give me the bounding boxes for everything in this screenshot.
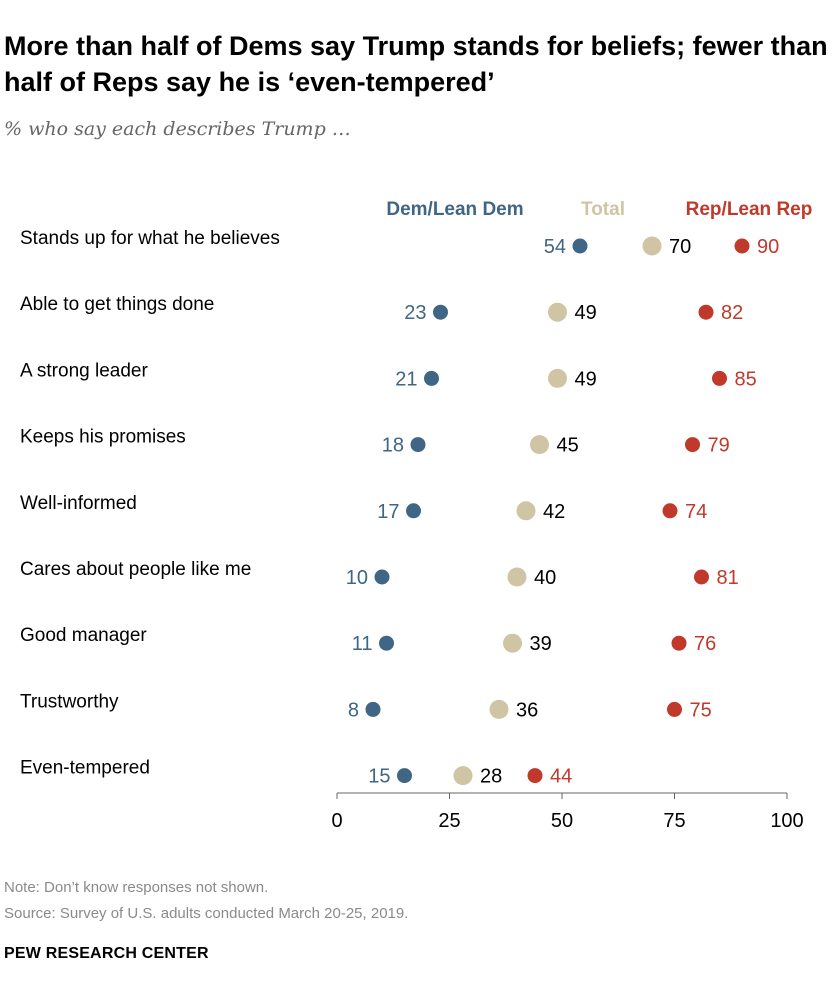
dot-total <box>516 501 536 521</box>
source-text: Source: Survey of U.S. adults conducted … <box>4 905 409 922</box>
category-label: Good manager <box>20 625 147 646</box>
chart-row: Keeps his promises 18 45 79 <box>20 427 730 457</box>
data-label-rep: 79 <box>708 435 730 457</box>
data-label-dem: 11 <box>352 633 373 655</box>
category-label: Able to get things done <box>20 294 214 315</box>
x-tick-label: 50 <box>551 810 573 832</box>
category-label: A strong leader <box>20 360 148 381</box>
x-tick-label: 0 <box>331 810 342 832</box>
legend-total: Total <box>581 199 625 220</box>
category-label: Cares about people like me <box>20 559 251 580</box>
dot-total <box>489 699 509 719</box>
dot-total <box>530 435 549 455</box>
dot-rep <box>662 503 678 519</box>
dot-dem <box>379 635 394 651</box>
dot-dem <box>406 503 421 519</box>
dot-rep <box>712 370 727 386</box>
brand-logo-text: PEW RESEARCH CENTER <box>4 945 209 962</box>
data-label-rep: 81 <box>717 567 739 589</box>
category-label: Stands up for what he believes <box>20 228 280 249</box>
category-label: Even-tempered <box>20 758 150 779</box>
category-label: Well-informed <box>20 493 137 514</box>
dot-rep <box>694 569 709 585</box>
dot-rep <box>671 635 687 651</box>
chart-row: Well-informed 17 42 74 <box>20 493 707 523</box>
x-tick-label: 100 <box>770 810 803 832</box>
chart-row: Cares about people like me 10 40 81 <box>20 559 739 589</box>
data-label-dem: 23 <box>404 302 426 324</box>
dot-total <box>642 236 662 256</box>
category-label: Trustworthy <box>20 691 119 712</box>
data-label-rep: 74 <box>685 501 707 523</box>
data-label-dem: 21 <box>395 368 417 390</box>
dot-total <box>503 633 522 653</box>
data-label-rep: 76 <box>694 633 716 655</box>
data-label-rep: 85 <box>735 368 757 390</box>
x-tick-label: 25 <box>438 810 460 832</box>
dot-dem <box>365 701 381 717</box>
dot-dem <box>433 304 448 320</box>
data-label-rep: 75 <box>690 699 712 721</box>
chart-row: A strong leader 21 49 85 <box>20 360 757 390</box>
dot-total <box>507 567 527 587</box>
data-label-rep: 44 <box>550 766 572 788</box>
dot-dem <box>397 768 412 784</box>
dot-total <box>548 302 567 322</box>
dot-dem <box>374 569 390 585</box>
dot-total <box>548 368 567 388</box>
data-label-dem: 54 <box>544 236 566 258</box>
x-tick-label: 75 <box>663 810 685 832</box>
dot-rep <box>698 304 714 320</box>
chart-row: Good manager 11 39 76 <box>20 625 716 655</box>
dot-dem <box>424 370 439 386</box>
legend-rep: Rep/Lean Rep <box>686 199 813 220</box>
dot-rep <box>734 238 750 254</box>
data-label-dem: 15 <box>368 766 390 788</box>
chart-row: Trustworthy 8 36 75 <box>20 691 712 721</box>
data-label-total: 36 <box>516 699 538 721</box>
data-label-dem: 17 <box>377 501 399 523</box>
dot-dem <box>410 437 426 453</box>
dot-rep <box>527 768 543 784</box>
chart-row: Stands up for what he believes 54 70 90 <box>20 228 779 258</box>
data-label-total: 28 <box>480 766 502 788</box>
dot-total <box>453 766 473 786</box>
data-label-dem: 8 <box>348 699 359 721</box>
chart-rows: Stands up for what he believes 54 70 90 Able… <box>20 228 779 788</box>
dot-rep <box>685 437 700 453</box>
dot-dem <box>572 238 588 254</box>
data-label-total: 70 <box>669 236 691 258</box>
chart-row: Able to get things done 23 49 82 <box>20 294 743 324</box>
data-label-total: 49 <box>575 368 597 390</box>
x-axis: 0 25 50 75 100 <box>331 792 804 832</box>
data-label-dem: 18 <box>382 435 404 457</box>
dot-plot-chart: Dem/Lean Dem Total Rep/Lean Rep Stands up … <box>20 199 812 832</box>
dot-rep <box>667 701 682 717</box>
data-label-total: 39 <box>530 633 552 655</box>
data-label-total: 45 <box>557 435 579 457</box>
data-label-rep: 90 <box>757 236 779 258</box>
data-label-rep: 82 <box>721 302 743 324</box>
data-label-total: 40 <box>534 567 556 589</box>
data-label-total: 49 <box>575 302 597 324</box>
note-text: Note: Don’t know responses not shown. <box>4 879 269 896</box>
legend-dem: Dem/Lean Dem <box>386 199 523 220</box>
legend: Dem/Lean Dem Total Rep/Lean Rep <box>386 199 812 220</box>
chart-title: More than half of Dems say Trump stands … <box>4 31 828 97</box>
category-label: Keeps his promises <box>20 427 186 448</box>
chart-row: Even-tempered 15 28 44 <box>20 758 572 788</box>
chart-subtitle: % who say each describes Trump … <box>4 118 351 140</box>
data-label-dem: 10 <box>346 567 368 589</box>
data-label-total: 42 <box>543 501 565 523</box>
